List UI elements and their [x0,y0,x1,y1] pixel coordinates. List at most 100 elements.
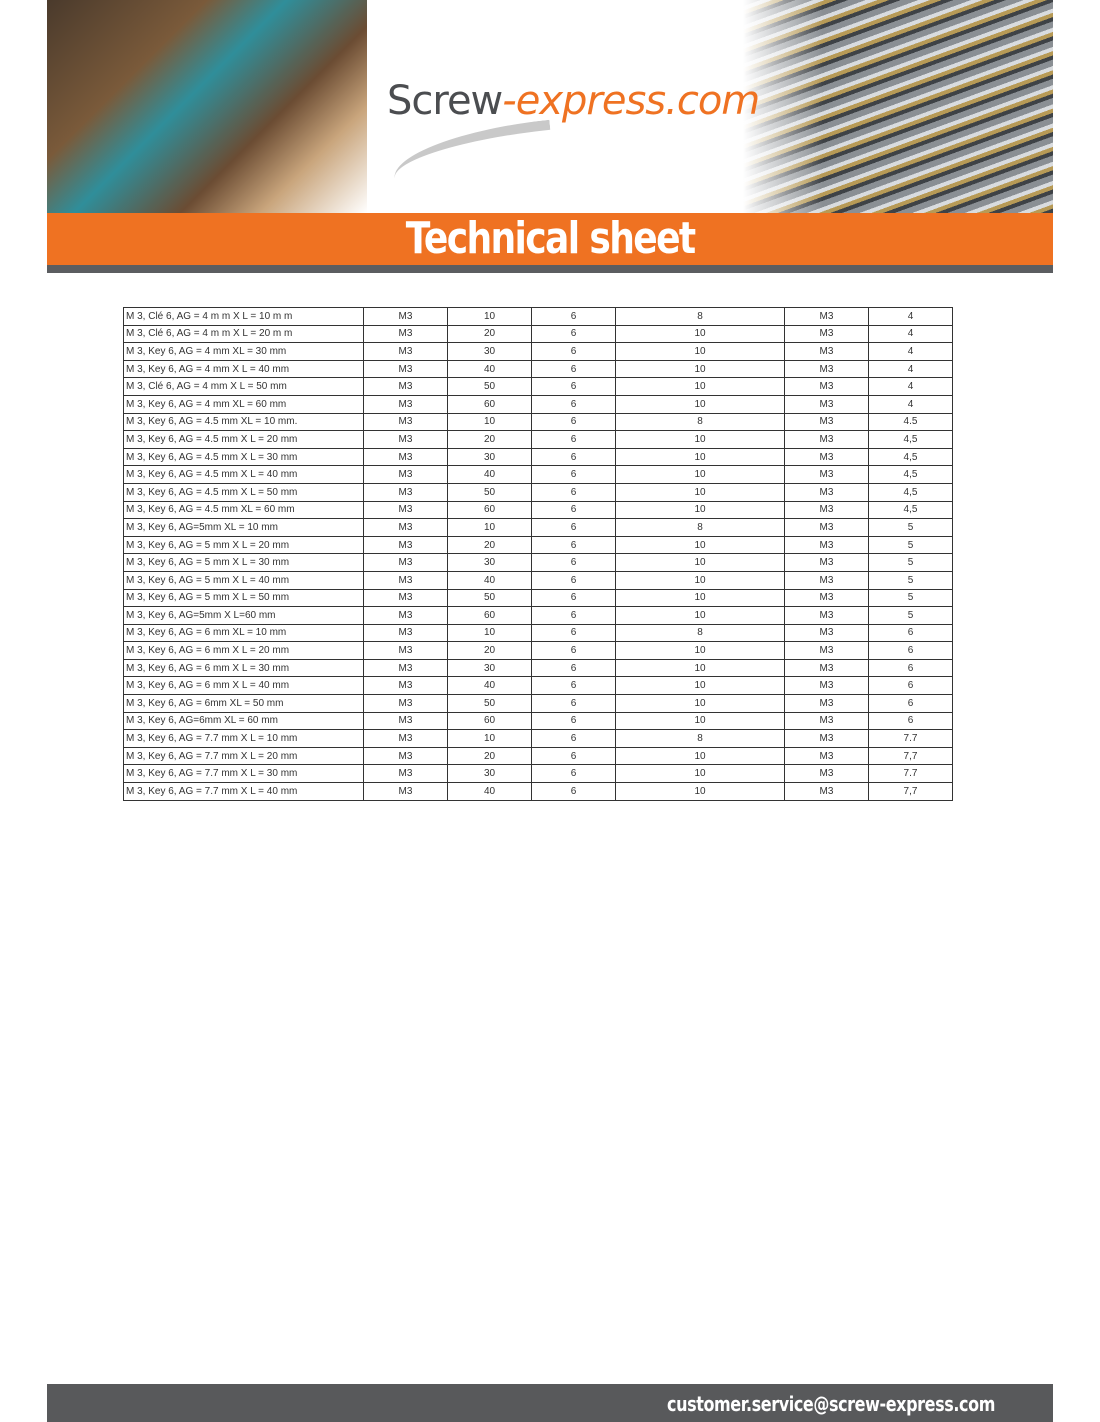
description-cell: M 3, Key 6, AG=5mm XL = 10 mm [123,518,364,537]
description-cell: M 3, Key 6, AG = 5 mm X L = 50 mm [123,588,364,608]
divider [47,265,1053,273]
value-cell: 10 [615,658,785,678]
value-cell: 8 [615,729,785,748]
description-cell: M 3, Clé 6, AG = 4 m m X L = 20 m m [123,324,364,344]
logo: Screw-express.com [387,78,760,124]
value-cell: M3 [784,465,869,484]
value-cell: M3 [784,641,869,660]
table-row: M 3, Clé 6, AG = 4 mm X L = 50 mm M3 50 6 10… [123,377,953,396]
value-cell: 5 [868,606,953,625]
value-cell: 10 [615,535,785,555]
value-cell: 10 [615,711,785,731]
value-cell: M3 [363,641,448,660]
table-row: M 3, Key 6, AG = 7.7 mm X L = 20 mm M3 20 6… [123,746,953,766]
value-cell: 6 [531,676,616,696]
value-cell: M3 [784,623,869,643]
value-cell: M3 [784,658,869,678]
value-cell: M3 [363,535,448,555]
value-cell: M3 [784,377,869,396]
value-cell: 40 [447,465,532,484]
value-cell: 6 [531,324,616,344]
description-cell: M 3, Key 6, AG = 5 mm X L = 20 mm [123,535,364,555]
value-cell: 40 [447,570,532,590]
value-cell: 4,5 [868,447,953,467]
description-cell: M 3, Key 6, AG = 4.5 mm X L = 30 mm [123,447,364,467]
description-cell: M 3, Key 6, AG = 4 mm XL = 60 mm [123,394,364,414]
table-row: M 3, Key 6, AG=5mm X L=60 mm M3 60 6 10 M3 5 [123,606,953,625]
value-cell: M3 [784,711,869,731]
value-cell: 10 [615,746,785,766]
value-cell: M3 [363,307,448,326]
value-cell: 30 [447,553,532,572]
table-row: M 3, Key 6, AG = 5 mm X L = 20 mm M3 20 6 10… [123,535,953,555]
value-cell: 40 [447,676,532,696]
value-cell: 20 [447,535,532,555]
value-cell: 4 [868,394,953,414]
contact-email[interactable]: customer.service@screw-express.com [667,1392,995,1416]
value-cell: 4 [868,377,953,396]
value-cell: 6 [868,676,953,696]
title-band: Technical sheet [47,213,1053,265]
value-cell: 10 [615,482,785,502]
value-cell: 8 [615,412,785,432]
value-cell: 6 [868,658,953,678]
table-row: M 3, Key 6, AG = 4.5 mm XL = 60 mm M3 60 6 1… [123,500,953,520]
description-cell: M 3, Key 6, AG = 7.7 mm X L = 20 mm [123,746,364,766]
value-cell: 7.7 [868,729,953,748]
table-row: M 3, Key 6, AG = 4 mm XL = 60 mm M3 60 6 10 M… [123,394,953,414]
value-cell: M3 [363,518,448,537]
value-cell: 8 [615,307,785,326]
value-cell: 20 [447,324,532,344]
table-row: M 3, Key 6, AG = 6mm XL = 50 mm M3 50 6 10 M3… [123,694,953,713]
table-row: M 3, Key 6, AG = 4 mm X L = 40 mm M3 40 6 10… [123,359,953,379]
table-row: M 3, Clé 6, AG = 4 m m X L = 10 m m M3 10 6… [123,307,953,326]
value-cell: M3 [363,764,448,784]
logo-text-main: Screw [387,78,503,124]
description-cell: M 3, Key 6, AG = 4 mm X L = 40 mm [123,359,364,379]
value-cell: 6 [531,764,616,784]
value-cell: 4 [868,324,953,344]
value-cell: 4.5 [868,412,953,432]
value-cell: M3 [784,430,869,449]
value-cell: 10 [615,500,785,520]
value-cell: 40 [447,782,532,801]
value-cell: M3 [784,782,869,801]
value-cell: 6 [531,746,616,766]
toolbox-photo [47,0,367,213]
logo-swoosh [390,119,554,179]
value-cell: 10 [615,465,785,484]
description-cell: M 3, Key 6, AG = 7.7 mm X L = 10 mm [123,729,364,748]
value-cell: 60 [447,711,532,731]
value-cell: 6 [531,377,616,396]
value-cell: 6 [531,658,616,678]
value-cell: 50 [447,694,532,713]
value-cell: 6 [531,518,616,537]
value-cell: 6 [531,465,616,484]
value-cell: M3 [363,782,448,801]
value-cell: 6 [531,535,616,555]
table-row: M 3, Key 6, AG = 4.5 mm X L = 40 mm M3 40 6… [123,465,953,484]
logo-text-domain: -express.com [502,78,760,124]
value-cell: M3 [363,588,448,608]
value-cell: M3 [784,729,869,748]
value-cell: 6 [531,782,616,801]
value-cell: 10 [615,606,785,625]
value-cell: 8 [615,623,785,643]
value-cell: 6 [531,500,616,520]
value-cell: 6 [868,711,953,731]
value-cell: 7,7 [868,746,953,766]
table-row: M 3, Key 6, AG=5mm XL = 10 mm M3 10 6 8 M3 5 [123,518,953,537]
screws-photo [743,0,1053,213]
value-cell: M3 [784,482,869,502]
value-cell: 10 [447,412,532,432]
value-cell: M3 [784,553,869,572]
value-cell: M3 [363,623,448,643]
value-cell: 6 [531,641,616,660]
value-cell: 6 [531,412,616,432]
value-cell: M3 [784,412,869,432]
value-cell: M3 [784,342,869,361]
description-cell: M 3, Key 6, AG = 6mm XL = 50 mm [123,694,364,713]
value-cell: M3 [784,359,869,379]
value-cell: 6 [531,606,616,625]
table-row: M 3, Key 6, AG = 6 mm X L = 20 mm M3 20 6 10… [123,641,953,660]
